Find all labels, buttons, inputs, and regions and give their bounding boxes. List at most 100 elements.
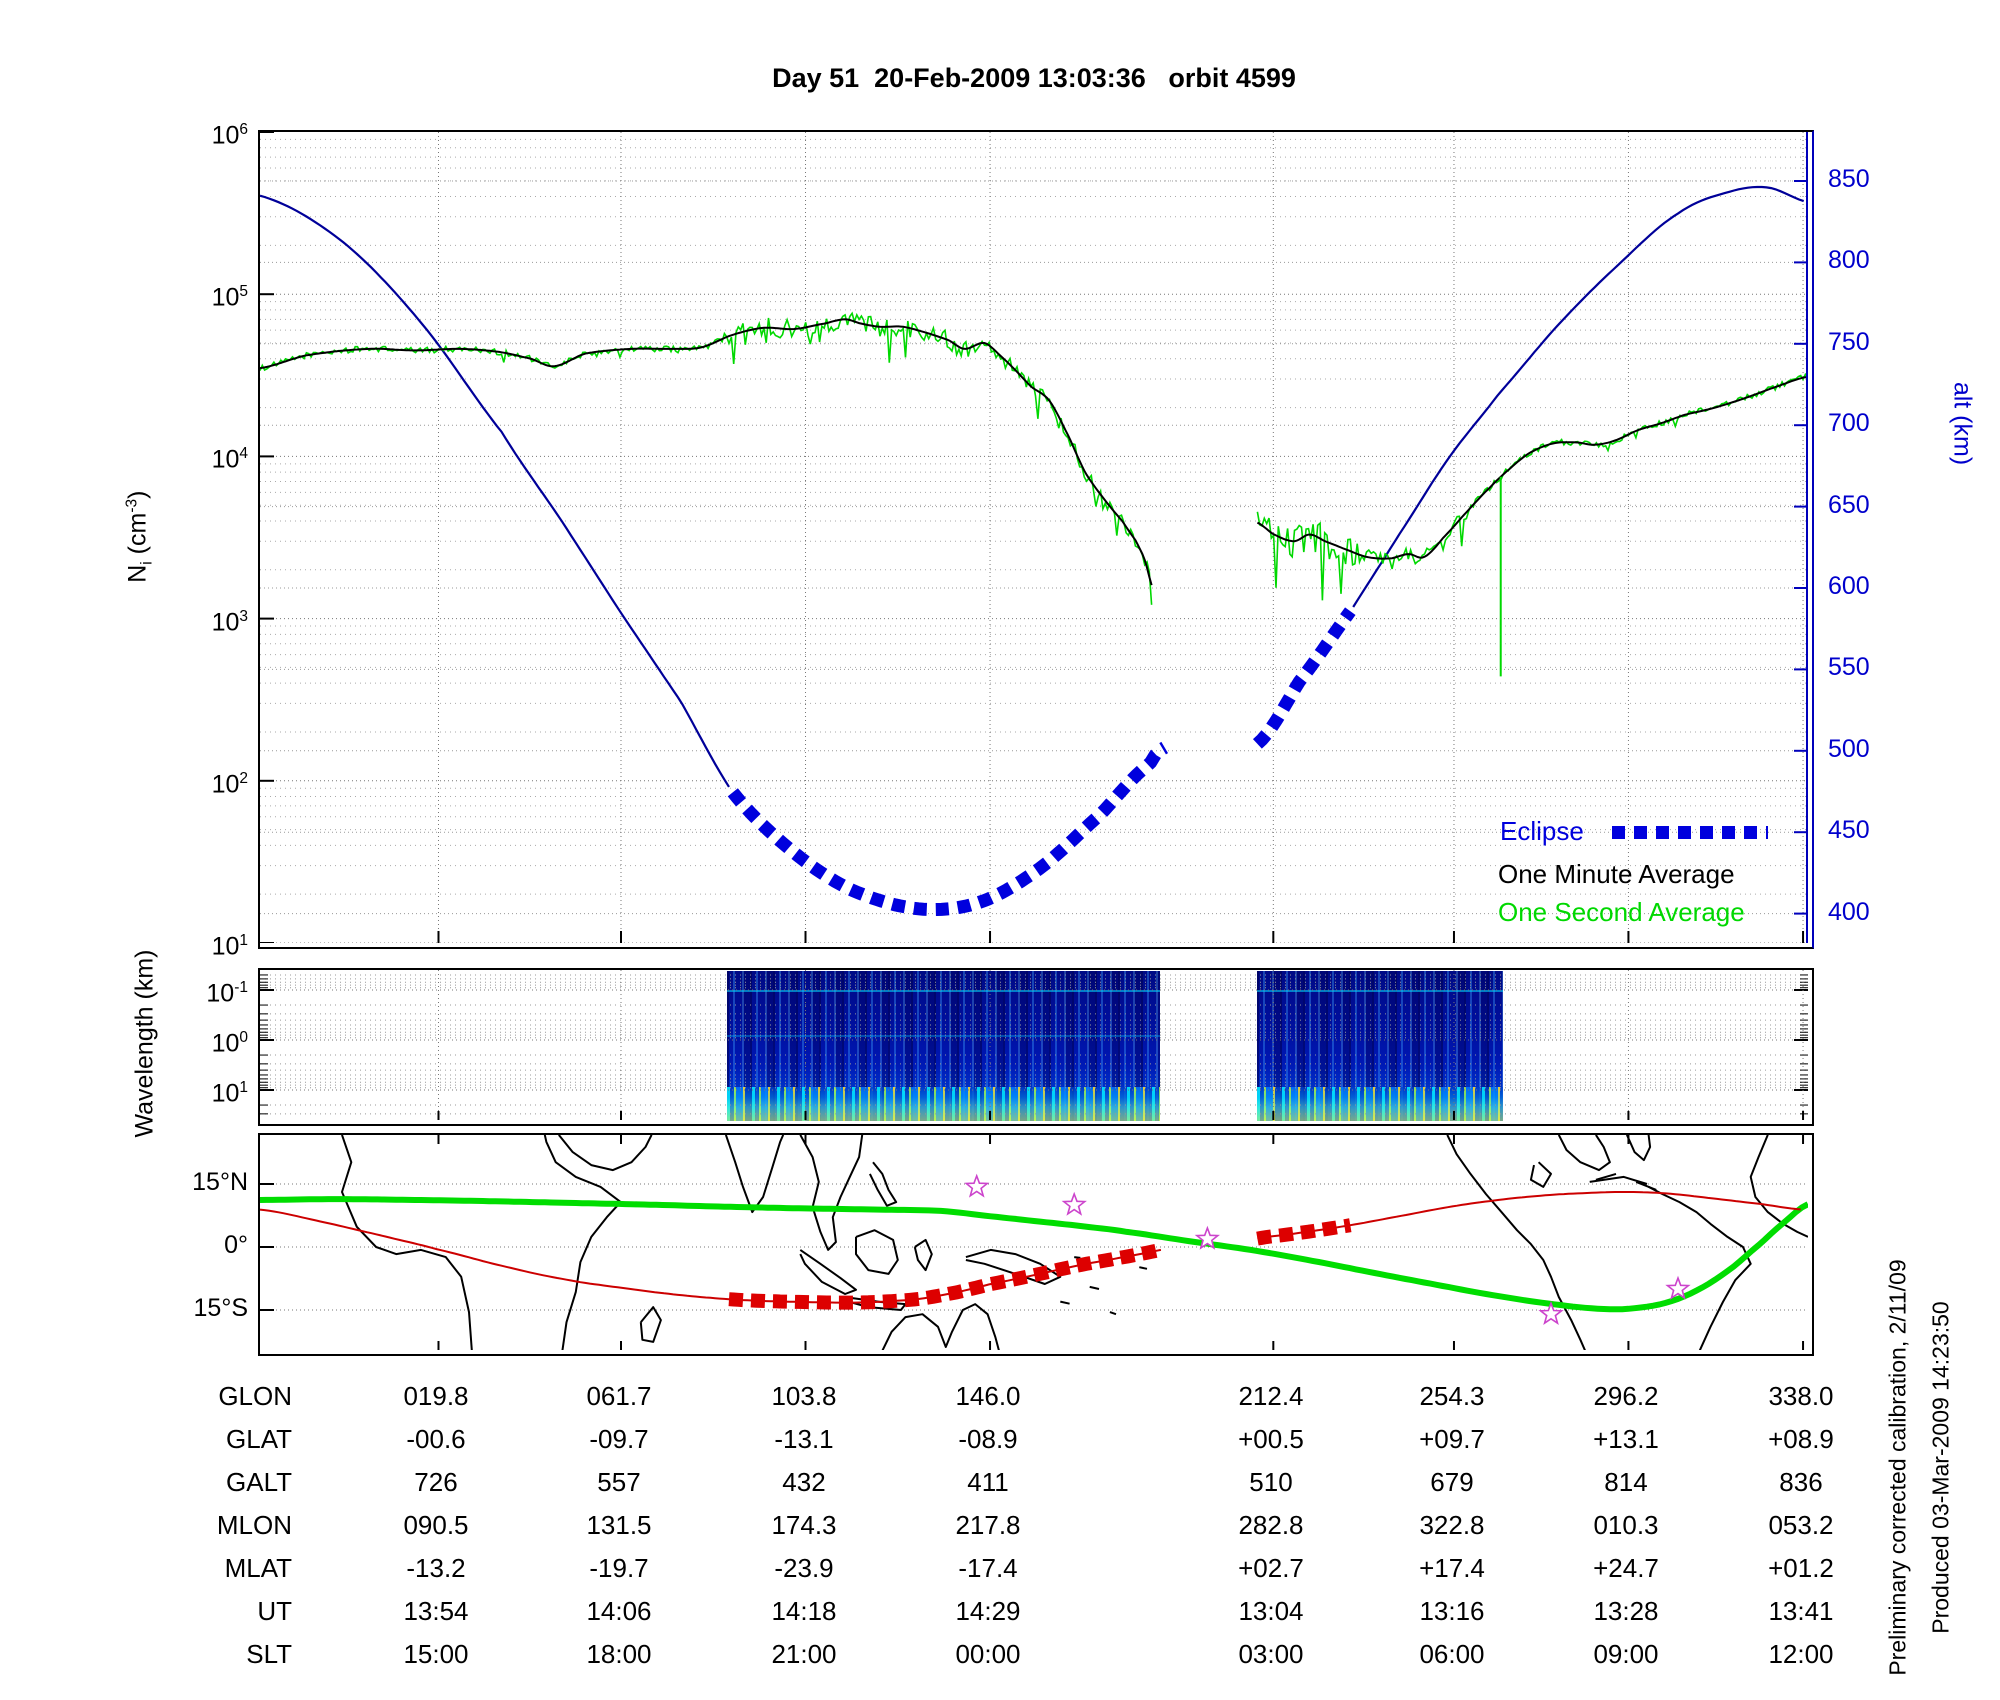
map-canvas xyxy=(260,1135,1808,1350)
legend-eclipse-dash-sample xyxy=(1612,826,1768,839)
table-cell-ut: 13:04 xyxy=(1238,1596,1304,1626)
spectrogram-intense-band xyxy=(727,1087,1160,1121)
ni-tick-label: 105 xyxy=(211,283,248,312)
table-cell-mlat: +24.7 xyxy=(1593,1553,1659,1583)
coastline xyxy=(869,1161,898,1207)
table-cell-ut: 13:41 xyxy=(1768,1596,1834,1626)
table-cell-glat: +08.9 xyxy=(1768,1424,1834,1454)
star-marker xyxy=(964,1173,990,1198)
ni-tick-label: 103 xyxy=(211,607,248,636)
table-cell-glon: 019.8 xyxy=(403,1381,469,1411)
table-cell-ut: 13:28 xyxy=(1593,1596,1659,1626)
alt-tick-label: 400 xyxy=(1828,897,1870,926)
table-cell-ut: 13:16 xyxy=(1419,1596,1485,1626)
table-cell-slt: 18:00 xyxy=(586,1639,652,1669)
table-cell-glat: +09.7 xyxy=(1419,1424,1485,1454)
ni-tick-label: 106 xyxy=(211,121,248,150)
ni-axis-label: Ni (cm-3) xyxy=(123,490,156,583)
spectrogram-chunk-1 xyxy=(727,971,1160,1121)
produced-note: Produced 03-Mar-2009 14:23:50 xyxy=(1927,1301,1954,1634)
table-cell-slt: 06:00 xyxy=(1419,1639,1485,1669)
table-row-label: GLAT xyxy=(226,1424,292,1454)
alt-tick-label: 500 xyxy=(1828,734,1870,763)
alt-tick-label: 700 xyxy=(1828,409,1870,438)
alt-tick-label: 750 xyxy=(1828,327,1870,356)
alt-tick-label: 450 xyxy=(1828,816,1870,845)
spectrogram-intense-band xyxy=(1257,1087,1503,1121)
table-cell-glat: +00.5 xyxy=(1238,1424,1304,1454)
spectrogram-streak xyxy=(1257,990,1503,992)
table-cell-galt: 510 xyxy=(1249,1467,1293,1497)
table-cell-glon: 212.4 xyxy=(1238,1381,1304,1411)
spacecraft-track-line xyxy=(260,1208,1162,1304)
calibration-note: Preliminary corrected calibration, 2/11/… xyxy=(1884,1259,1911,1676)
altitude-curve-solid xyxy=(260,194,730,788)
coastline xyxy=(855,1229,899,1275)
spectrogram-grid-canvas xyxy=(260,970,1808,1120)
table-cell-glat: -13.1 xyxy=(774,1424,834,1454)
coastline xyxy=(881,1303,1000,1350)
table-cell-mlat: +01.2 xyxy=(1768,1553,1834,1583)
star-marker xyxy=(1061,1191,1087,1216)
ni-tick-label: 102 xyxy=(211,769,248,799)
coastline xyxy=(1060,1300,1070,1305)
spectrogram-streak xyxy=(727,1035,1160,1037)
table-cell-slt: 09:00 xyxy=(1593,1639,1659,1669)
table-cell-ut: 14:29 xyxy=(955,1596,1021,1626)
legend-one-minute-label: One Minute Average xyxy=(1498,859,1735,889)
coastline xyxy=(1446,1135,1586,1350)
table-cell-glat: -08.9 xyxy=(958,1424,1018,1454)
table-cell-mlat: +02.7 xyxy=(1238,1553,1304,1583)
table-cell-glat: -00.6 xyxy=(406,1424,466,1454)
table-row-label: MLON xyxy=(216,1510,292,1540)
spacecraft-track-eclipse-dashes xyxy=(1256,1218,1352,1246)
table-cell-mlon: 090.5 xyxy=(403,1510,469,1540)
spectrogram-chunk-2 xyxy=(1257,971,1503,1121)
table-cell-glon: 146.0 xyxy=(955,1381,1021,1411)
one-minute-average-curve xyxy=(260,318,1153,586)
altitude-curve-eclipse-2 xyxy=(1252,607,1356,749)
table-cell-mlat: -13.2 xyxy=(406,1553,466,1583)
table-cell-mlon: 322.8 xyxy=(1419,1510,1485,1540)
alt-tick-label: 650 xyxy=(1828,490,1870,519)
table-cell-glon: 103.8 xyxy=(771,1381,837,1411)
table-cell-slt: 15:00 xyxy=(403,1639,469,1669)
coastline xyxy=(1529,1161,1552,1188)
table-cell-slt: 12:00 xyxy=(1768,1639,1834,1669)
coastline xyxy=(1589,1175,1648,1185)
table-cell-glon: 254.3 xyxy=(1419,1381,1485,1411)
ni-tick-label: 104 xyxy=(211,445,248,474)
coastline xyxy=(1648,1186,1752,1350)
magnetic-equator-line xyxy=(260,1196,1808,1313)
coastline xyxy=(1625,1135,1652,1162)
coastline xyxy=(1557,1135,1611,1172)
coastline xyxy=(543,1135,622,1350)
density-altitude-canvas xyxy=(260,132,1808,943)
alt-tick-label: 600 xyxy=(1828,572,1870,600)
table-row-label: SLT xyxy=(246,1639,292,1669)
table-cell-glon: 338.0 xyxy=(1768,1381,1834,1411)
table-cell-mlon: 131.5 xyxy=(586,1510,652,1540)
coastline xyxy=(1749,1135,1808,1238)
table-row-label: GLON xyxy=(218,1381,292,1411)
coastline xyxy=(1074,1256,1081,1259)
table-cell-galt: 836 xyxy=(1779,1467,1823,1497)
legend-eclipse-label: Eclipse xyxy=(1500,816,1584,846)
alt-tick-label: 800 xyxy=(1828,246,1870,275)
table-cell-ut: 14:18 xyxy=(771,1596,837,1626)
star-marker xyxy=(1194,1225,1220,1250)
ni-tick-label: 101 xyxy=(211,932,248,961)
table-row-label: MLAT xyxy=(224,1553,292,1583)
lat-tick-label: 15°N xyxy=(192,1168,248,1196)
coastline xyxy=(1139,1266,1148,1270)
coastline xyxy=(913,1238,933,1272)
coastline xyxy=(849,1296,907,1311)
ground-track-map xyxy=(258,1133,1814,1356)
coastline xyxy=(965,1248,1062,1285)
table-row-label: GALT xyxy=(226,1467,292,1497)
one-second-average-curve xyxy=(1256,372,1808,601)
table-cell-glat: +13.1 xyxy=(1593,1424,1659,1454)
wavelength-tick-label: 100 xyxy=(211,1029,248,1058)
spacecraft-track-eclipse-dashes xyxy=(728,1243,1163,1310)
